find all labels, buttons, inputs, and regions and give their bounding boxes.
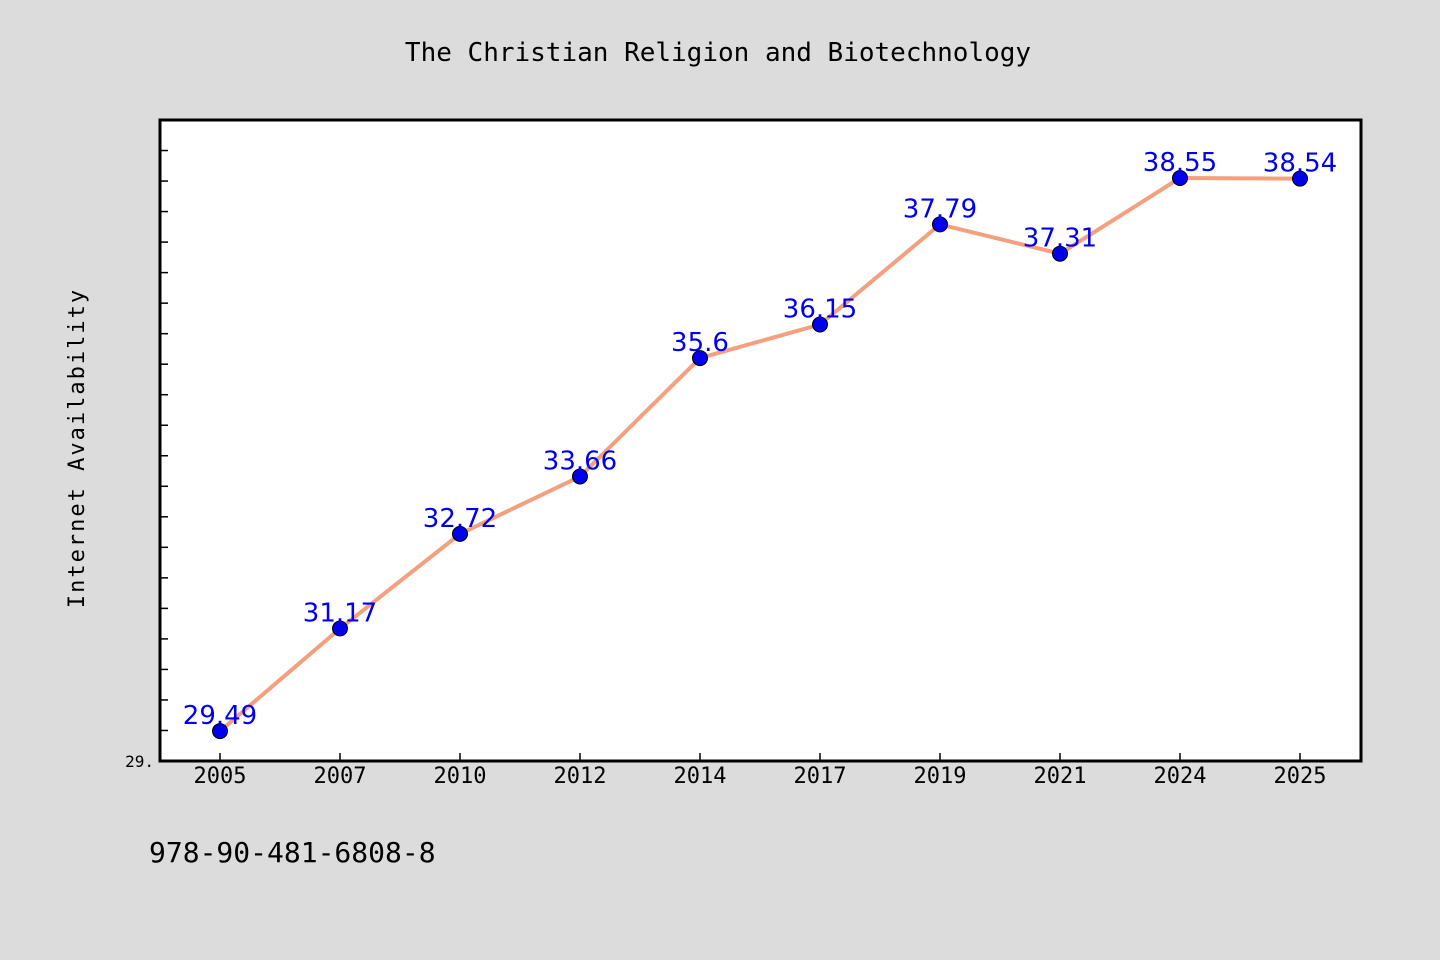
series-line [218, 175, 1302, 734]
x-axis-ticks: 2005 2007 2010 2012 2014 2017 2019 2021 2024 2025 [194, 753, 1327, 789]
data-point [932, 216, 948, 233]
x-tick-label: 2024 [1154, 764, 1207, 789]
data-label: 33.66 [543, 447, 617, 477]
x-tick-label: 2012 [554, 764, 607, 789]
x-tick-label: 2017 [794, 764, 847, 789]
chart-title: The Christian Religion and Biotechnology [405, 38, 1031, 68]
data-label: 37.31 [1023, 224, 1097, 254]
data-point [212, 723, 228, 740]
plot-frame [158, 118, 1363, 763]
data-point [452, 525, 468, 542]
plot-area [160, 120, 1361, 761]
data-label: 31.17 [303, 599, 377, 629]
y-axis-label: Internet Availability [65, 288, 90, 608]
x-tick-label: 2007 [314, 764, 367, 789]
data-labels: 29.49 31.17 32.72 33.66 35.6 36.15 37.79 37.31 3… [183, 148, 1337, 731]
data-label: 38.54 [1263, 149, 1337, 179]
y-tick-label: 29. [125, 752, 154, 771]
x-tick-label: 2014 [674, 764, 727, 789]
data-label: 35.6 [671, 328, 729, 358]
data-point [1052, 245, 1068, 262]
x-tick-label: 2019 [914, 764, 967, 789]
data-point [692, 350, 708, 367]
data-point [1292, 170, 1308, 187]
data-label: 37.79 [903, 194, 977, 224]
x-tick-label: 2010 [434, 764, 487, 789]
x-tick-label: 2005 [194, 764, 247, 789]
data-point [332, 620, 348, 637]
data-label: 38.55 [1143, 148, 1217, 178]
data-point [812, 316, 828, 333]
data-label: 32.72 [423, 504, 497, 534]
data-point [1172, 169, 1188, 186]
data-point [572, 468, 588, 485]
isbn-text: 978-90-481-6808-8 [149, 836, 436, 869]
x-tick-label: 2021 [1034, 764, 1087, 789]
data-label: 29.49 [183, 701, 257, 731]
x-tick-label: 2025 [1274, 764, 1327, 789]
data-label: 36.15 [783, 295, 857, 325]
data-markers [212, 169, 1308, 740]
